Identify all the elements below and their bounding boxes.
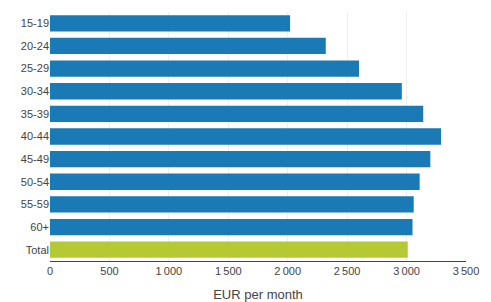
svg-text:EUR per month: EUR per month: [213, 287, 303, 302]
svg-text:1 500: 1 500: [215, 265, 242, 277]
svg-text:25-29: 25-29: [21, 62, 49, 74]
svg-text:1 000: 1 000: [156, 265, 183, 277]
svg-text:15-19: 15-19: [21, 17, 49, 29]
svg-text:35-39: 35-39: [21, 108, 49, 120]
svg-text:2 000: 2 000: [274, 265, 301, 277]
svg-text:2 500: 2 500: [334, 265, 361, 277]
svg-text:500: 500: [100, 265, 118, 277]
svg-text:45-49: 45-49: [21, 153, 49, 165]
svg-text:55-59: 55-59: [21, 198, 49, 210]
svg-text:50-54: 50-54: [21, 176, 49, 188]
svg-text:3 000: 3 000: [393, 265, 420, 277]
svg-text:30-34: 30-34: [21, 85, 49, 97]
svg-text:40-44: 40-44: [21, 130, 49, 142]
svg-text:3 500: 3 500: [453, 265, 480, 277]
svg-text:60+: 60+: [30, 221, 49, 233]
svg-text:0: 0: [47, 265, 53, 277]
svg-text:Total: Total: [26, 244, 49, 256]
svg-text:20-24: 20-24: [21, 40, 49, 52]
